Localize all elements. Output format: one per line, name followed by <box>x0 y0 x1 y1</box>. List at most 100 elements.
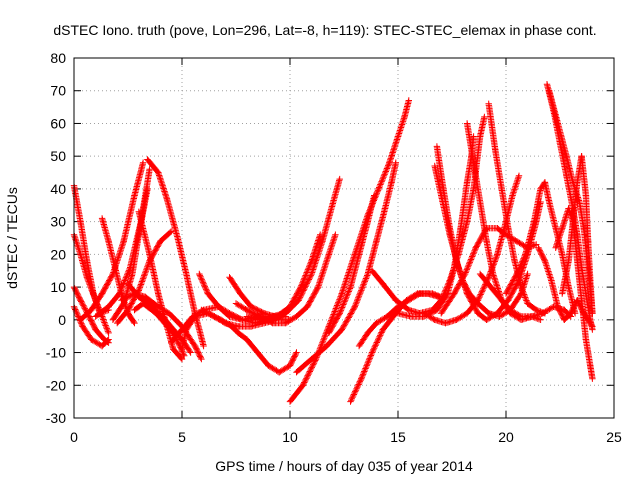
y-tick-label: -10 <box>46 345 66 361</box>
data-point-marks <box>330 175 343 206</box>
data-point-marks <box>152 310 168 327</box>
data-point-marks <box>243 306 263 320</box>
data-point-marks <box>463 185 477 225</box>
data-point-marks <box>379 280 399 304</box>
y-tick-label: 70 <box>50 83 66 99</box>
data-point-marks <box>474 300 492 317</box>
data-point-marks <box>438 192 453 238</box>
data-point-marks <box>92 303 112 320</box>
data-point-marks <box>85 313 99 333</box>
series-arc-37 <box>502 179 579 317</box>
data-point-marks <box>485 100 499 153</box>
data-point-marks <box>375 159 393 193</box>
data-point-marks <box>364 238 380 278</box>
data-point-marks <box>580 310 596 330</box>
y-tick-label: 0 <box>58 312 66 328</box>
data-point-marks <box>183 270 199 317</box>
data-point-marks <box>546 198 559 232</box>
data-point-marks <box>522 218 538 258</box>
data-point-marks <box>114 306 132 327</box>
data-point-marks <box>139 300 160 317</box>
data-point-marks <box>463 290 482 317</box>
data-point-marks <box>131 159 147 199</box>
data-point-marks <box>163 195 181 242</box>
data-point-marks <box>476 270 495 291</box>
data-point-marks <box>299 355 320 389</box>
data-point-marks <box>314 251 333 291</box>
series-arc-24 <box>293 159 399 376</box>
data-point-marks <box>476 198 490 245</box>
data-point-marks <box>198 306 218 320</box>
data-point-marks <box>155 169 171 202</box>
series-arc-08 <box>109 185 151 323</box>
data-point-marks <box>587 362 596 382</box>
data-point-marks <box>286 349 300 369</box>
data-point-marks <box>347 251 363 291</box>
data-point-marks <box>384 303 402 320</box>
series-arc-14 <box>131 300 188 359</box>
data-point-marks <box>554 120 570 160</box>
data-point-marks <box>355 218 371 258</box>
x-tick-label: 15 <box>390 429 406 445</box>
data-point-marks <box>247 303 268 317</box>
data-point-marks <box>88 290 106 314</box>
data-point-marks <box>513 251 529 278</box>
data-point-marks <box>191 342 205 363</box>
data-point-marks <box>505 277 523 304</box>
data-point-marks <box>226 274 244 297</box>
data-point-marks <box>215 303 233 320</box>
series-arc-41 <box>559 153 596 317</box>
data-point-marks <box>487 283 505 304</box>
data-point-marks <box>498 185 512 232</box>
data-point-marks <box>368 326 387 356</box>
data-point-marks <box>98 336 112 350</box>
data-point-marks <box>308 238 326 278</box>
y-tick-label: 10 <box>50 279 66 295</box>
series-arc-22 <box>260 231 324 323</box>
data-point-marks <box>433 290 451 314</box>
x-tick-label: 5 <box>178 429 186 445</box>
data-point-marks <box>509 172 523 199</box>
data-point-marks <box>157 228 175 245</box>
data-point-marks <box>358 349 376 382</box>
y-tick-label: 60 <box>50 115 66 131</box>
data-point-marks <box>196 270 212 297</box>
data-point-marks <box>574 297 587 317</box>
series-arc-36 <box>476 270 574 320</box>
series-arc-02 <box>70 231 112 337</box>
data-point-marks <box>431 162 445 199</box>
data-point-marks <box>161 319 177 337</box>
y-tick-label: -20 <box>46 377 66 393</box>
data-point-marks <box>587 277 596 317</box>
chart-title: dSTEC Iono. truth (pove, Lon=296, Lat=-8… <box>53 22 596 38</box>
series-arc-25 <box>325 192 378 337</box>
data-point-marks <box>319 198 337 245</box>
data-point-marks <box>368 267 387 287</box>
data-point-marks <box>336 283 354 317</box>
x-tick-label: 0 <box>70 429 78 445</box>
data-point-marks <box>254 349 272 369</box>
x-tick-label: 25 <box>606 429 622 445</box>
data-point-marks <box>505 225 518 265</box>
y-tick-label: 80 <box>50 50 66 66</box>
data-point-marks <box>105 290 123 310</box>
data-point-marks <box>461 244 479 278</box>
data-point-marks <box>401 97 412 121</box>
data-point-marks <box>70 182 84 225</box>
data-point-marks <box>146 251 162 297</box>
data-point-marks <box>165 310 186 330</box>
y-tick-label: 40 <box>50 181 66 197</box>
data-point-marks <box>530 185 544 225</box>
data-point-marks <box>373 205 389 245</box>
data-point-marks <box>109 300 127 323</box>
data-point-marks <box>325 310 343 337</box>
data-point-marks <box>502 270 520 297</box>
data-point-marks <box>381 179 395 212</box>
data-point-marks <box>178 313 196 333</box>
plot-frame <box>73 57 615 419</box>
data-point-marks <box>174 234 190 278</box>
data-point-marks <box>79 323 95 343</box>
x-tick-label: 20 <box>498 429 514 445</box>
axis-ticks: -30 -20 -10 0 10 20 30 40 50 60 70 80 0 5 10 15 20 25 <box>46 50 622 445</box>
